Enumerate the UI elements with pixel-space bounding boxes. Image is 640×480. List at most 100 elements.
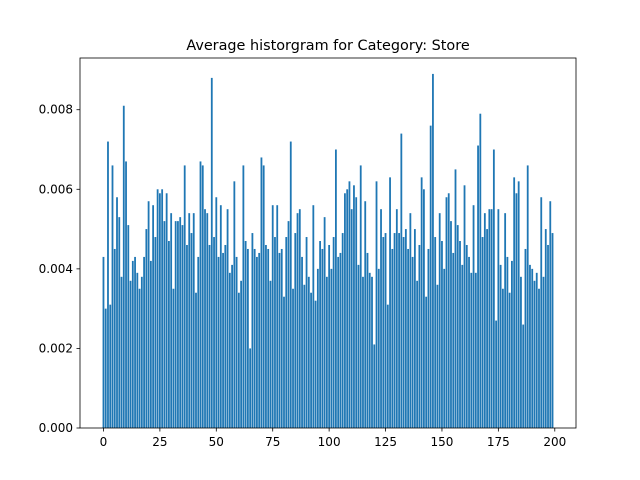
bar bbox=[328, 244, 331, 428]
bar bbox=[434, 237, 437, 428]
bar bbox=[174, 221, 177, 428]
bar bbox=[488, 209, 491, 428]
bar bbox=[149, 260, 152, 428]
y-tick-label: 0.000 bbox=[39, 421, 73, 435]
y-tick-label: 0.006 bbox=[39, 182, 73, 196]
bar bbox=[339, 252, 342, 428]
bar bbox=[244, 241, 247, 428]
bar bbox=[269, 280, 272, 428]
bar bbox=[389, 177, 391, 428]
bar bbox=[321, 248, 324, 428]
bar bbox=[140, 276, 143, 428]
bar bbox=[411, 256, 414, 428]
bar bbox=[158, 193, 161, 428]
bar bbox=[177, 221, 179, 428]
bar bbox=[190, 233, 193, 428]
bar bbox=[371, 276, 373, 428]
bar bbox=[386, 304, 389, 428]
bar bbox=[172, 288, 175, 428]
bar bbox=[206, 213, 209, 428]
bar bbox=[447, 193, 450, 428]
bar bbox=[350, 209, 353, 428]
bar bbox=[366, 252, 369, 428]
bar bbox=[199, 161, 202, 428]
bar bbox=[517, 181, 520, 428]
bar bbox=[210, 77, 213, 429]
bar bbox=[395, 209, 398, 428]
bar bbox=[188, 213, 191, 428]
bar bbox=[472, 205, 475, 428]
bar bbox=[113, 248, 116, 428]
bar bbox=[542, 276, 545, 428]
bar bbox=[305, 237, 308, 428]
bar bbox=[267, 248, 270, 428]
bar bbox=[474, 272, 477, 428]
bar bbox=[409, 213, 412, 428]
bar bbox=[303, 284, 306, 428]
bar bbox=[461, 264, 464, 428]
bar bbox=[131, 260, 134, 428]
bar bbox=[276, 205, 279, 428]
bar bbox=[136, 272, 139, 428]
bar bbox=[382, 237, 385, 428]
bar bbox=[208, 244, 211, 428]
bar bbox=[425, 296, 428, 428]
x-tick-label: 100 bbox=[318, 435, 341, 449]
bar bbox=[522, 324, 525, 428]
bar bbox=[314, 300, 317, 428]
bar bbox=[228, 272, 231, 428]
bar bbox=[504, 213, 507, 428]
bar bbox=[183, 165, 186, 428]
bar bbox=[508, 292, 511, 428]
bar bbox=[529, 264, 531, 428]
bar bbox=[296, 213, 299, 428]
bar bbox=[463, 185, 466, 428]
bar bbox=[483, 213, 486, 428]
bar bbox=[310, 292, 312, 428]
bar bbox=[346, 189, 349, 428]
bar bbox=[470, 272, 473, 428]
bar bbox=[432, 73, 434, 429]
bar bbox=[413, 229, 416, 428]
bar bbox=[423, 189, 425, 428]
bar bbox=[224, 244, 227, 428]
x-tick-label: 150 bbox=[431, 435, 454, 449]
bar bbox=[143, 256, 145, 428]
bar bbox=[195, 292, 197, 428]
bar bbox=[348, 181, 351, 428]
bar bbox=[292, 288, 294, 428]
bar bbox=[429, 125, 432, 429]
bar bbox=[258, 252, 261, 428]
bar bbox=[452, 252, 455, 428]
bar bbox=[544, 229, 547, 428]
bar bbox=[237, 292, 240, 428]
bar bbox=[454, 169, 457, 429]
bar bbox=[524, 248, 527, 428]
bar bbox=[495, 320, 498, 428]
bar bbox=[179, 217, 182, 428]
y-tick-label: 0.008 bbox=[39, 103, 73, 117]
bar bbox=[323, 217, 326, 428]
bar bbox=[459, 241, 461, 428]
bar bbox=[246, 248, 249, 428]
x-tick-label: 75 bbox=[265, 435, 280, 449]
bar bbox=[118, 217, 121, 428]
x-tick-label: 50 bbox=[209, 435, 224, 449]
bar bbox=[301, 256, 303, 428]
bar bbox=[145, 229, 148, 428]
bar bbox=[341, 233, 344, 428]
bar bbox=[398, 233, 400, 428]
x-tick-label: 125 bbox=[374, 435, 397, 449]
bar bbox=[271, 205, 274, 428]
bar bbox=[307, 276, 310, 428]
bar bbox=[219, 205, 222, 428]
bar bbox=[260, 157, 263, 428]
bar bbox=[242, 165, 245, 428]
bar bbox=[362, 276, 364, 428]
bar bbox=[515, 193, 518, 428]
bar bbox=[393, 233, 396, 428]
bar bbox=[359, 165, 362, 428]
bar bbox=[450, 221, 452, 428]
bar bbox=[102, 256, 105, 428]
bar bbox=[181, 225, 184, 428]
